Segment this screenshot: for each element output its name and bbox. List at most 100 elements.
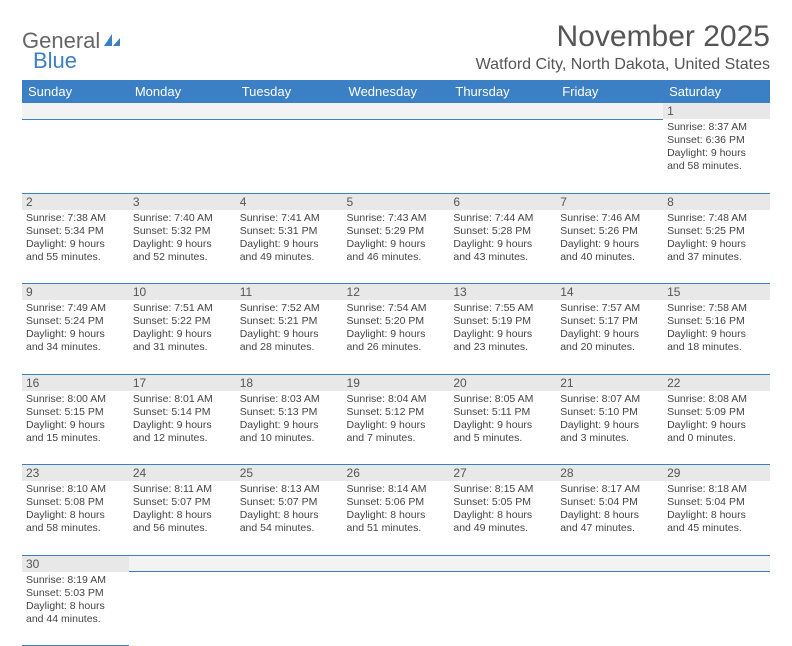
day-number: 4 xyxy=(236,193,343,210)
day-number: 16 xyxy=(22,374,129,391)
brand-part2: Blue xyxy=(33,48,77,74)
week-row: Sunrise: 7:49 AMSunset: 5:24 PMDaylight:… xyxy=(22,300,770,374)
day-cell: Sunrise: 8:15 AMSunset: 5:05 PMDaylight:… xyxy=(449,481,556,555)
weekday-header: Wednesday xyxy=(343,80,450,103)
weekday-header: Saturday xyxy=(663,80,770,103)
day-details: Sunrise: 7:43 AMSunset: 5:29 PMDaylight:… xyxy=(347,212,446,265)
week-row: Sunrise: 7:38 AMSunset: 5:34 PMDaylight:… xyxy=(22,210,770,284)
day-number: 7 xyxy=(556,193,663,210)
weekday-header: Thursday xyxy=(449,80,556,103)
day-cell xyxy=(129,572,236,646)
day-details: Sunrise: 8:10 AMSunset: 5:08 PMDaylight:… xyxy=(26,483,125,536)
day-number: 10 xyxy=(129,284,236,301)
weekday-header: Monday xyxy=(129,80,236,103)
day-cell xyxy=(129,119,236,193)
day-details: Sunrise: 8:04 AMSunset: 5:12 PMDaylight:… xyxy=(347,393,446,446)
day-details: Sunrise: 7:58 AMSunset: 5:16 PMDaylight:… xyxy=(667,302,766,355)
day-details: Sunrise: 8:15 AMSunset: 5:05 PMDaylight:… xyxy=(453,483,552,536)
day-cell: Sunrise: 7:54 AMSunset: 5:20 PMDaylight:… xyxy=(343,300,450,374)
day-number: 22 xyxy=(663,374,770,391)
day-number: 21 xyxy=(556,374,663,391)
day-cell: Sunrise: 8:37 AMSunset: 6:36 PMDaylight:… xyxy=(663,119,770,193)
day-cell: Sunrise: 7:48 AMSunset: 5:25 PMDaylight:… xyxy=(663,210,770,284)
day-details: Sunrise: 8:01 AMSunset: 5:14 PMDaylight:… xyxy=(133,393,232,446)
header: General November 2025 Watford City, Nort… xyxy=(22,20,770,74)
day-details: Sunrise: 7:41 AMSunset: 5:31 PMDaylight:… xyxy=(240,212,339,265)
day-number: 25 xyxy=(236,465,343,482)
day-number: 6 xyxy=(449,193,556,210)
day-number xyxy=(556,103,663,119)
day-details: Sunrise: 7:57 AMSunset: 5:17 PMDaylight:… xyxy=(560,302,659,355)
day-cell: Sunrise: 8:07 AMSunset: 5:10 PMDaylight:… xyxy=(556,391,663,465)
day-number: 1 xyxy=(663,103,770,119)
day-number xyxy=(129,103,236,119)
day-number xyxy=(556,555,663,572)
day-cell: Sunrise: 7:57 AMSunset: 5:17 PMDaylight:… xyxy=(556,300,663,374)
day-cell xyxy=(236,572,343,646)
day-details: Sunrise: 8:13 AMSunset: 5:07 PMDaylight:… xyxy=(240,483,339,536)
day-cell xyxy=(449,572,556,646)
day-cell: Sunrise: 8:17 AMSunset: 5:04 PMDaylight:… xyxy=(556,481,663,555)
daynum-row: 16171819202122 xyxy=(22,374,770,391)
day-cell: Sunrise: 8:04 AMSunset: 5:12 PMDaylight:… xyxy=(343,391,450,465)
day-number: 27 xyxy=(449,465,556,482)
day-cell: Sunrise: 7:52 AMSunset: 5:21 PMDaylight:… xyxy=(236,300,343,374)
day-cell: Sunrise: 8:11 AMSunset: 5:07 PMDaylight:… xyxy=(129,481,236,555)
day-cell: Sunrise: 7:49 AMSunset: 5:24 PMDaylight:… xyxy=(22,300,129,374)
day-cell xyxy=(343,572,450,646)
daynum-row: 9101112131415 xyxy=(22,284,770,301)
day-details: Sunrise: 8:00 AMSunset: 5:15 PMDaylight:… xyxy=(26,393,125,446)
day-number xyxy=(449,555,556,572)
day-number: 11 xyxy=(236,284,343,301)
day-number: 14 xyxy=(556,284,663,301)
day-details: Sunrise: 7:40 AMSunset: 5:32 PMDaylight:… xyxy=(133,212,232,265)
day-cell: Sunrise: 7:41 AMSunset: 5:31 PMDaylight:… xyxy=(236,210,343,284)
day-cell xyxy=(236,119,343,193)
daynum-row: 23242526272829 xyxy=(22,465,770,482)
day-number: 24 xyxy=(129,465,236,482)
day-cell: Sunrise: 8:18 AMSunset: 5:04 PMDaylight:… xyxy=(663,481,770,555)
sail-icon xyxy=(102,28,122,54)
day-cell: Sunrise: 8:01 AMSunset: 5:14 PMDaylight:… xyxy=(129,391,236,465)
day-cell: Sunrise: 7:44 AMSunset: 5:28 PMDaylight:… xyxy=(449,210,556,284)
day-number: 2 xyxy=(22,193,129,210)
day-number xyxy=(236,555,343,572)
day-details: Sunrise: 8:03 AMSunset: 5:13 PMDaylight:… xyxy=(240,393,339,446)
day-cell xyxy=(343,119,450,193)
day-number: 20 xyxy=(449,374,556,391)
day-cell: Sunrise: 8:14 AMSunset: 5:06 PMDaylight:… xyxy=(343,481,450,555)
day-number: 18 xyxy=(236,374,343,391)
day-number xyxy=(343,555,450,572)
day-number: 5 xyxy=(343,193,450,210)
day-number xyxy=(449,103,556,119)
day-cell: Sunrise: 8:00 AMSunset: 5:15 PMDaylight:… xyxy=(22,391,129,465)
day-number: 15 xyxy=(663,284,770,301)
day-cell: Sunrise: 7:38 AMSunset: 5:34 PMDaylight:… xyxy=(22,210,129,284)
weekday-header-row: SundayMondayTuesdayWednesdayThursdayFrid… xyxy=(22,80,770,103)
day-number: 28 xyxy=(556,465,663,482)
day-details: Sunrise: 7:49 AMSunset: 5:24 PMDaylight:… xyxy=(26,302,125,355)
day-number: 30 xyxy=(22,555,129,572)
title-block: November 2025 Watford City, North Dakota… xyxy=(476,20,770,74)
day-cell: Sunrise: 8:05 AMSunset: 5:11 PMDaylight:… xyxy=(449,391,556,465)
day-cell xyxy=(22,119,129,193)
day-details: Sunrise: 7:46 AMSunset: 5:26 PMDaylight:… xyxy=(560,212,659,265)
day-number: 9 xyxy=(22,284,129,301)
weekday-header: Friday xyxy=(556,80,663,103)
day-details: Sunrise: 8:19 AMSunset: 5:03 PMDaylight:… xyxy=(26,574,125,627)
day-details: Sunrise: 8:37 AMSunset: 6:36 PMDaylight:… xyxy=(667,121,766,174)
day-cell: Sunrise: 8:13 AMSunset: 5:07 PMDaylight:… xyxy=(236,481,343,555)
day-number: 3 xyxy=(129,193,236,210)
day-cell xyxy=(556,572,663,646)
day-details: Sunrise: 8:07 AMSunset: 5:10 PMDaylight:… xyxy=(560,393,659,446)
day-cell xyxy=(449,119,556,193)
day-number: 8 xyxy=(663,193,770,210)
month-title: November 2025 xyxy=(476,20,770,54)
day-number: 12 xyxy=(343,284,450,301)
day-number: 17 xyxy=(129,374,236,391)
day-cell: Sunrise: 7:46 AMSunset: 5:26 PMDaylight:… xyxy=(556,210,663,284)
daynum-row: 1 xyxy=(22,103,770,119)
day-number: 19 xyxy=(343,374,450,391)
day-number xyxy=(22,103,129,119)
day-details: Sunrise: 7:55 AMSunset: 5:19 PMDaylight:… xyxy=(453,302,552,355)
